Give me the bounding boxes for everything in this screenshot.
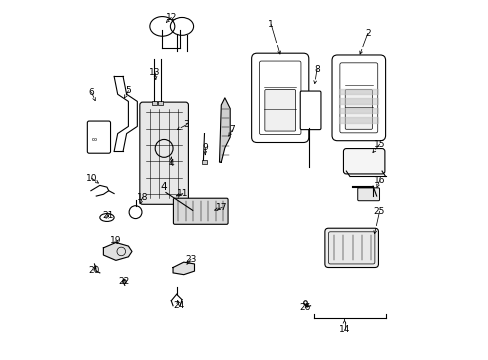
FancyBboxPatch shape: [324, 228, 378, 267]
Text: 18: 18: [137, 193, 148, 202]
Text: 16: 16: [373, 176, 385, 185]
FancyBboxPatch shape: [300, 91, 320, 130]
Text: 26: 26: [299, 303, 310, 312]
Text: 15: 15: [373, 140, 385, 149]
Text: 5: 5: [125, 86, 131, 95]
Polygon shape: [103, 243, 132, 260]
Text: 22: 22: [118, 277, 129, 286]
Polygon shape: [173, 262, 194, 275]
FancyBboxPatch shape: [201, 159, 207, 164]
Text: 14: 14: [338, 325, 349, 334]
Text: 24: 24: [173, 301, 184, 310]
Text: :::: :::: [104, 215, 110, 220]
Text: oo: oo: [92, 138, 98, 143]
Text: 4: 4: [161, 182, 167, 192]
FancyBboxPatch shape: [157, 101, 163, 105]
Text: 2: 2: [364, 29, 370, 38]
FancyBboxPatch shape: [331, 55, 385, 141]
FancyBboxPatch shape: [251, 53, 308, 143]
Text: 1: 1: [268, 20, 274, 29]
Text: 11: 11: [177, 189, 188, 198]
FancyBboxPatch shape: [343, 149, 384, 174]
FancyBboxPatch shape: [339, 63, 377, 133]
Text: 4: 4: [168, 159, 174, 168]
Text: 8: 8: [313, 65, 319, 74]
FancyBboxPatch shape: [264, 90, 295, 131]
Text: 12: 12: [165, 13, 177, 22]
Text: 25: 25: [373, 207, 385, 216]
Text: 7: 7: [229, 126, 235, 135]
FancyBboxPatch shape: [328, 232, 374, 264]
Text: 9: 9: [202, 143, 208, 152]
FancyBboxPatch shape: [140, 102, 188, 204]
Text: 17: 17: [216, 203, 227, 212]
Polygon shape: [219, 98, 230, 162]
FancyBboxPatch shape: [173, 198, 227, 224]
Text: 3: 3: [183, 120, 189, 129]
FancyBboxPatch shape: [259, 61, 300, 135]
Text: 20: 20: [88, 266, 99, 275]
Text: 23: 23: [185, 255, 196, 264]
Text: 13: 13: [149, 68, 161, 77]
FancyBboxPatch shape: [345, 90, 372, 129]
Text: 10: 10: [86, 174, 97, 183]
FancyBboxPatch shape: [151, 101, 157, 105]
Text: 6: 6: [88, 88, 94, 97]
Text: 21: 21: [102, 211, 114, 220]
FancyBboxPatch shape: [357, 188, 379, 201]
FancyBboxPatch shape: [87, 121, 110, 153]
Text: 19: 19: [110, 236, 122, 245]
